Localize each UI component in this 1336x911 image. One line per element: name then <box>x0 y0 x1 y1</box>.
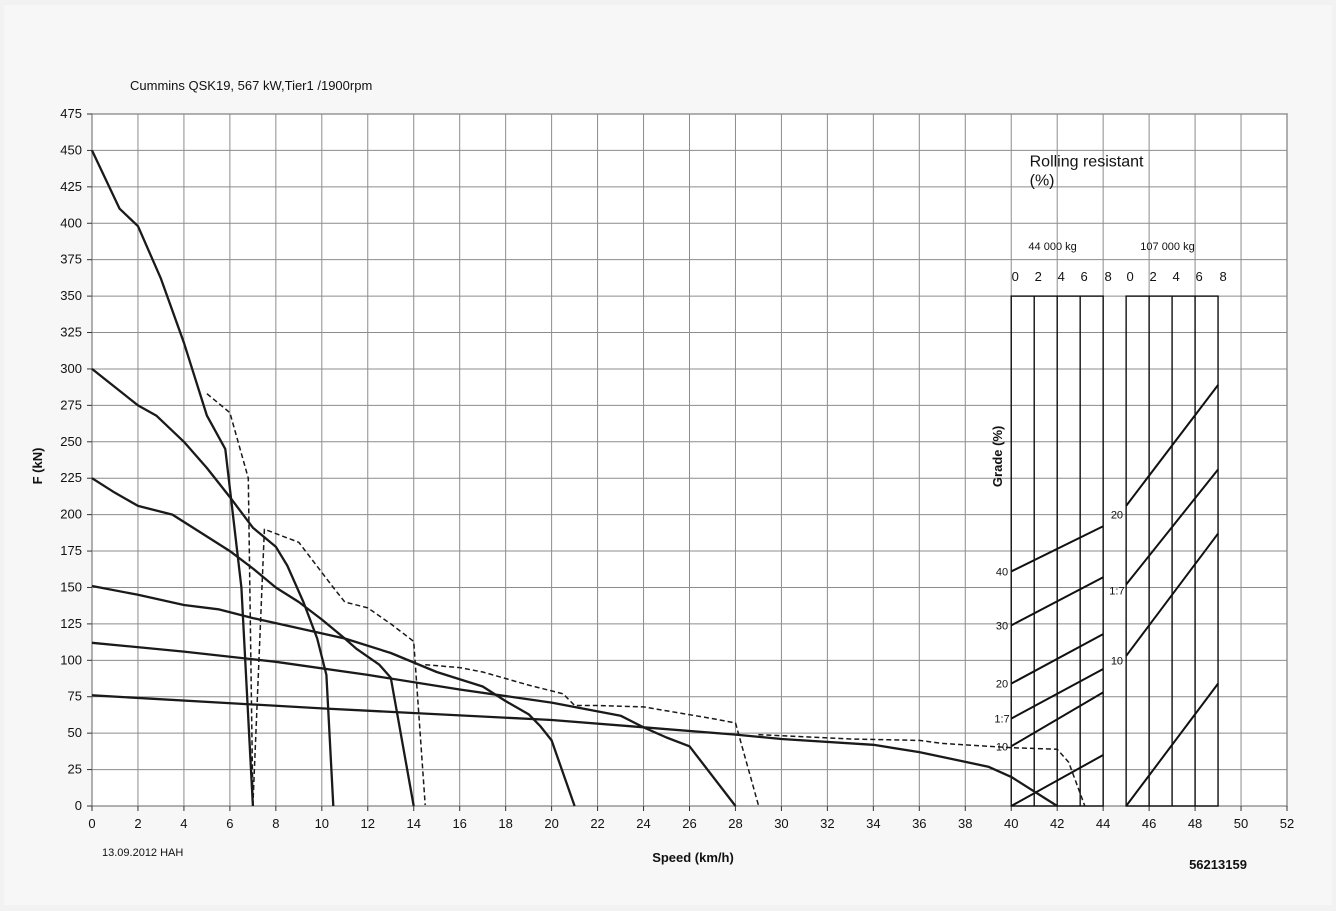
x-tick-label: 30 <box>774 816 788 831</box>
x-tick-label: 22 <box>590 816 604 831</box>
x-tick-label: 0 <box>88 816 95 831</box>
x-tick-label: 16 <box>452 816 466 831</box>
left-grade-label: 1:7 <box>994 714 1009 726</box>
series-line-5 <box>91 641 737 807</box>
y-axis-ticks: 0 25 50 75 100 125 150 175 200 225 250 275 300 325 350… <box>60 106 92 813</box>
x-tick-label: 6 <box>226 816 233 831</box>
rolling-resistance-unit: (%) <box>1030 172 1055 189</box>
document-number: 56213159 <box>1189 857 1247 872</box>
right-rr-tick-label: 2 <box>1149 269 1156 284</box>
x-tick-label: 36 <box>912 816 926 831</box>
y-axis-label: F (kN) <box>30 448 45 485</box>
x-tick-label: 42 <box>1050 816 1064 831</box>
series-line-6 <box>91 694 1058 807</box>
x-tick-label: 40 <box>1004 816 1018 831</box>
y-tick-label: 175 <box>60 543 82 558</box>
left-grade-line <box>1010 576 1104 627</box>
series-lines <box>90 149 1086 807</box>
x-tick-label: 18 <box>498 816 512 831</box>
right-grade-line <box>1125 683 1219 807</box>
left-grade-line <box>1010 691 1104 748</box>
x-axis-label: Speed (km/h) <box>652 850 734 865</box>
y-tick-label: 300 <box>60 361 82 376</box>
left-rr-tick-label: 8 <box>1105 269 1112 284</box>
right-grade-line <box>1125 468 1219 586</box>
y-tick-label: 350 <box>60 288 82 303</box>
left-grade-line <box>1010 525 1104 573</box>
x-tick-label: 48 <box>1188 816 1202 831</box>
date-note: 13.09.2012 HAH <box>102 847 183 859</box>
y-tick-label: 225 <box>60 470 82 485</box>
x-tick-label: 24 <box>636 816 650 831</box>
y-tick-label: 75 <box>68 689 82 704</box>
y-tick-label: 150 <box>60 579 82 594</box>
y-tick-label: 375 <box>60 252 82 267</box>
right-rr-tick-label: 6 <box>1195 269 1202 284</box>
y-tick-label: 0 <box>75 798 82 813</box>
left-grade-line <box>1010 633 1104 685</box>
dashed-series-line-9 <box>758 733 1086 807</box>
grade-axis-label: Grade (%) <box>990 426 1005 487</box>
x-tick-label: 2 <box>134 816 141 831</box>
y-tick-label: 200 <box>60 507 82 522</box>
x-tick-label: 26 <box>682 816 696 831</box>
right-rr-tick-label: 8 <box>1219 269 1226 284</box>
x-tick-label: 34 <box>866 816 880 831</box>
y-tick-label: 450 <box>60 142 82 157</box>
grid <box>91 113 1288 807</box>
x-tick-label: 52 <box>1280 816 1294 831</box>
left-mass-label: 44 000 kg <box>1028 241 1076 253</box>
x-tick-label: 38 <box>958 816 972 831</box>
rolling-resistance-title: Rolling resistant <box>1030 153 1144 170</box>
right-grade-label: 20 <box>1111 510 1123 522</box>
right-rr-tick-label: 0 <box>1127 269 1134 284</box>
left-rr-tick-label: 4 <box>1058 269 1065 284</box>
right-grade-label: 1:7 <box>1109 585 1124 597</box>
y-tick-label: 475 <box>60 106 82 121</box>
left-grade-label: 40 <box>996 566 1008 578</box>
dashed-series-line-7 <box>206 393 426 806</box>
x-tick-label: 32 <box>820 816 834 831</box>
x-tick-label: 10 <box>315 816 329 831</box>
y-tick-label: 100 <box>60 652 82 667</box>
x-tick-label: 8 <box>272 816 279 831</box>
left-rr-tick-label: 0 <box>1012 269 1019 284</box>
series-line-2 <box>91 367 335 807</box>
dashed-series-line-8 <box>425 663 760 806</box>
right-grade-line <box>1125 384 1219 507</box>
y-tick-label: 325 <box>60 325 82 340</box>
x-tick-label: 14 <box>406 816 420 831</box>
x-tick-label: 28 <box>728 816 742 831</box>
series-line-4 <box>91 584 576 807</box>
x-tick-label: 50 <box>1234 816 1248 831</box>
y-tick-label: 25 <box>68 762 82 777</box>
y-tick-label: 50 <box>68 725 82 740</box>
left-grade-label: 30 <box>996 620 1008 632</box>
y-tick-label: 125 <box>60 616 82 631</box>
left-grade-line <box>1010 754 1104 807</box>
right-rr-tick-label: 4 <box>1172 269 1179 284</box>
y-tick-label: 275 <box>60 397 82 412</box>
x-tick-label: 12 <box>361 816 375 831</box>
series-line-3 <box>91 477 415 807</box>
x-tick-label: 20 <box>544 816 558 831</box>
chart-title: Cummins QSK19, 567 kW,Tier1 /1900rpm <box>130 78 372 93</box>
x-axis-ticks: 0 2 4 6 8 10 12 14 16 18 20 22 24 26 28 30 32 34 36 38 40 42 4… <box>88 806 1294 831</box>
right-mass-label: 107 000 kg <box>1140 241 1194 253</box>
left-rr-tick-label: 6 <box>1081 269 1088 284</box>
x-tick-label: 46 <box>1142 816 1156 831</box>
x-tick-label: 44 <box>1096 816 1110 831</box>
y-tick-label: 400 <box>60 215 82 230</box>
left-grade-line <box>1010 668 1104 720</box>
left-rr-tick-label: 2 <box>1035 269 1042 284</box>
x-tick-label: 4 <box>180 816 187 831</box>
y-tick-label: 250 <box>60 434 82 449</box>
right-grade-label: 10 <box>1111 655 1123 667</box>
y-tick-label: 425 <box>60 179 82 194</box>
right-grade-line <box>1125 532 1219 657</box>
series-line-1 <box>90 149 255 807</box>
left-grade-label: 20 <box>996 679 1008 691</box>
